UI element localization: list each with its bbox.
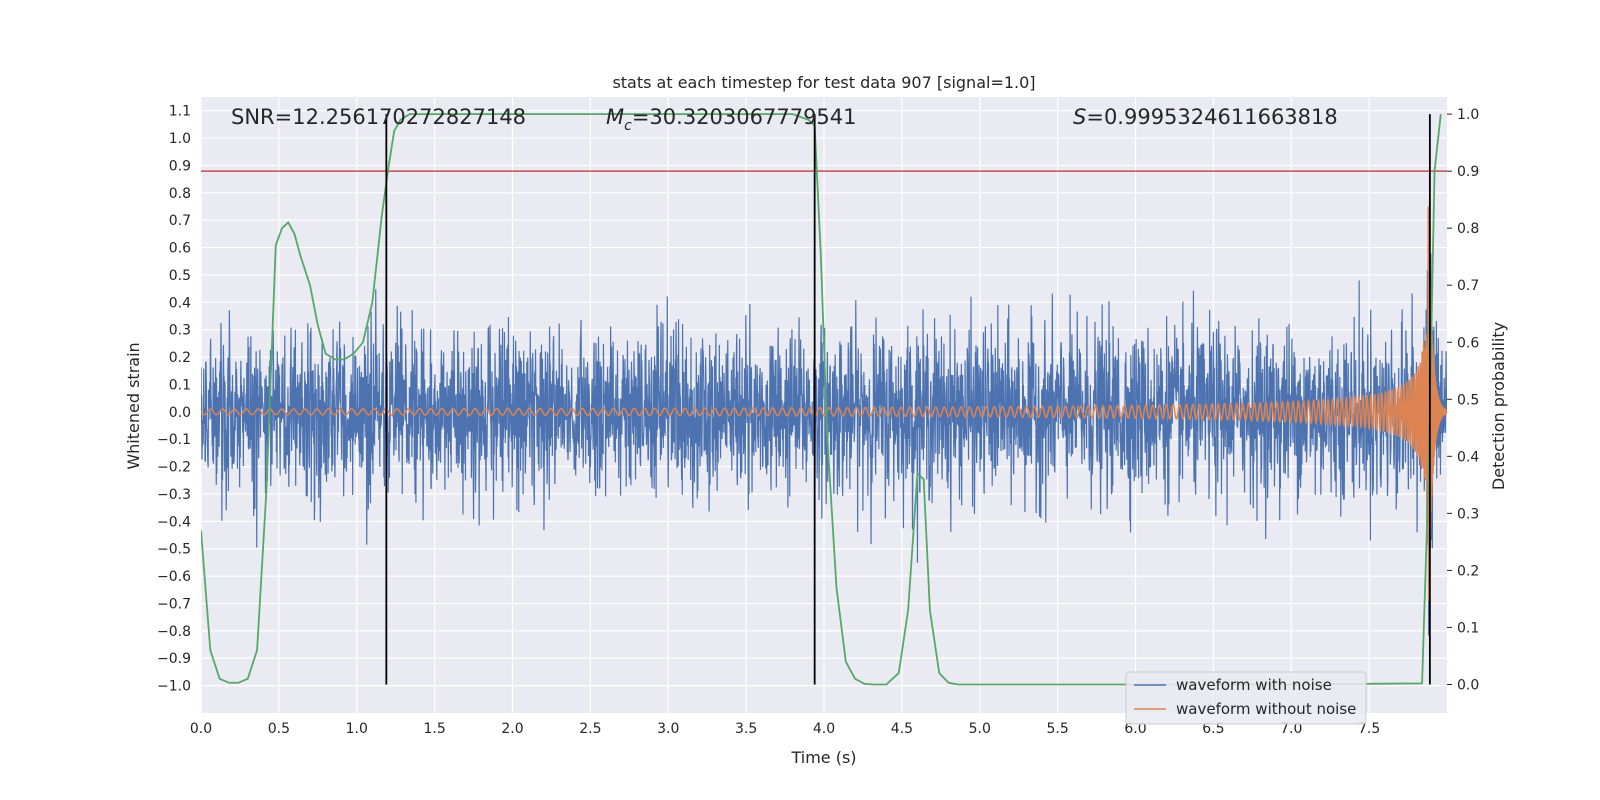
y2-tick-label: 0.9 bbox=[1457, 164, 1479, 180]
y2-tick-label: 0.4 bbox=[1457, 449, 1479, 465]
y-tick-label: −0.5 bbox=[157, 542, 191, 558]
y-tick-label: 0.8 bbox=[169, 186, 191, 202]
y-tick-label: −1.0 bbox=[157, 679, 191, 695]
y2-tick-label: 0.2 bbox=[1457, 563, 1479, 579]
legend-label-clean: waveform without noise bbox=[1176, 700, 1356, 718]
y2-tick-label: 0.6 bbox=[1457, 335, 1479, 351]
y-tick-label: 0.1 bbox=[169, 377, 191, 393]
y-tick-label: −0.6 bbox=[157, 569, 191, 585]
s-symbol: S bbox=[1073, 105, 1086, 129]
x-axis-label: Time (s) bbox=[790, 748, 856, 767]
y2-tick-label: 0.0 bbox=[1457, 677, 1479, 693]
chirp-mass-symbol: M bbox=[606, 105, 624, 129]
x-tick-labels: 0.0 0.5 1.0 1.5 2.0 2.5 3.0 3.5 4.0 4.5 5.0 5.5 6.0 6… bbox=[190, 721, 1380, 737]
y-tick-label: −0.4 bbox=[157, 514, 191, 530]
y2-axis-label: Detection probability bbox=[1489, 322, 1508, 490]
y-tick-label: −0.7 bbox=[157, 596, 191, 612]
x-tick-label: 0.5 bbox=[268, 721, 290, 737]
chirp-mass-value: =30.3203067779541 bbox=[632, 105, 857, 129]
y-tick-label: 1.1 bbox=[169, 104, 191, 120]
y-tick-label: −0.2 bbox=[157, 460, 191, 476]
x-tick-label: 1.5 bbox=[423, 721, 445, 737]
y2-tick-label: 0.8 bbox=[1457, 221, 1479, 237]
y2-tick-label: 1.0 bbox=[1457, 107, 1479, 123]
series-waveform-without-noise bbox=[201, 206, 1447, 602]
y2-tick-labels: 1.0 0.9 0.8 0.7 0.6 0.5 0.4 0.3 0.2 0.1 0.0 bbox=[1447, 107, 1479, 693]
series-waveform-with-noise bbox=[201, 198, 1447, 636]
y-axis-label: Whitened strain bbox=[124, 342, 143, 469]
series-detection-probability bbox=[201, 113, 1442, 686]
legend-label-noise: waveform with noise bbox=[1176, 676, 1332, 694]
x-tick-label: 0.0 bbox=[190, 721, 212, 737]
legend: waveform with noise waveform without noi… bbox=[1125, 671, 1367, 725]
x-tick-label: 4.5 bbox=[891, 721, 913, 737]
y-tick-label: 0.3 bbox=[169, 323, 191, 339]
x-tick-label: 7.5 bbox=[1358, 721, 1380, 737]
x-tick-label: 3.5 bbox=[735, 721, 757, 737]
x-tick-label: 1.0 bbox=[346, 721, 368, 737]
y-tick-labels: 1.1 1.0 0.9 0.8 0.7 0.6 0.5 0.4 0.3 0.2 0.1 0.0 −0.1… bbox=[157, 104, 191, 695]
x-tick-label: 6.5 bbox=[1202, 721, 1224, 737]
y-tick-label: 0.4 bbox=[169, 295, 191, 311]
y-tick-label: −0.1 bbox=[157, 432, 191, 448]
y-tick-label: −0.9 bbox=[157, 651, 191, 667]
y-tick-label: 0.9 bbox=[169, 158, 191, 174]
x-tick-label: 2.5 bbox=[579, 721, 601, 737]
x-tick-label: 5.0 bbox=[969, 721, 991, 737]
chirp-mass-subscript: c bbox=[624, 118, 632, 134]
x-tick-label: 5.5 bbox=[1046, 721, 1068, 737]
snr-annotation: SNR=12.256170272827148 bbox=[231, 105, 526, 129]
y-tick-label: −0.3 bbox=[157, 487, 191, 503]
s-value: =0.9995324611663818 bbox=[1086, 105, 1337, 129]
x-tick-label: 2.0 bbox=[501, 721, 523, 737]
y-tick-label: 0.7 bbox=[169, 213, 191, 229]
y-tick-label: 0.6 bbox=[169, 241, 191, 257]
y2-tick-label: 0.3 bbox=[1457, 506, 1479, 522]
y-tick-label: 0.2 bbox=[169, 350, 191, 366]
x-tick-label: 6.0 bbox=[1124, 721, 1146, 737]
x-tick-label: 3.0 bbox=[657, 721, 679, 737]
y-tick-label: −0.8 bbox=[157, 624, 191, 640]
series-layer bbox=[201, 113, 1447, 686]
chart-title: stats at each timestep for test data 907… bbox=[612, 73, 1035, 92]
legend-box bbox=[1125, 671, 1367, 725]
y2-tick-label: 0.7 bbox=[1457, 278, 1479, 294]
y2-tick-label: 0.1 bbox=[1457, 620, 1479, 636]
y-tick-label: 1.0 bbox=[169, 131, 191, 147]
y-tick-label: 0.0 bbox=[169, 405, 191, 421]
y-tick-label: 0.5 bbox=[169, 268, 191, 284]
s-annotation: S=0.9995324611663818 bbox=[1073, 105, 1338, 129]
x-tick-label: 4.0 bbox=[813, 721, 835, 737]
chirp-mass-annotation: Mc=30.3203067779541 bbox=[606, 105, 857, 134]
x-tick-label: 7.0 bbox=[1280, 721, 1302, 737]
y2-tick-label: 0.5 bbox=[1457, 392, 1479, 408]
